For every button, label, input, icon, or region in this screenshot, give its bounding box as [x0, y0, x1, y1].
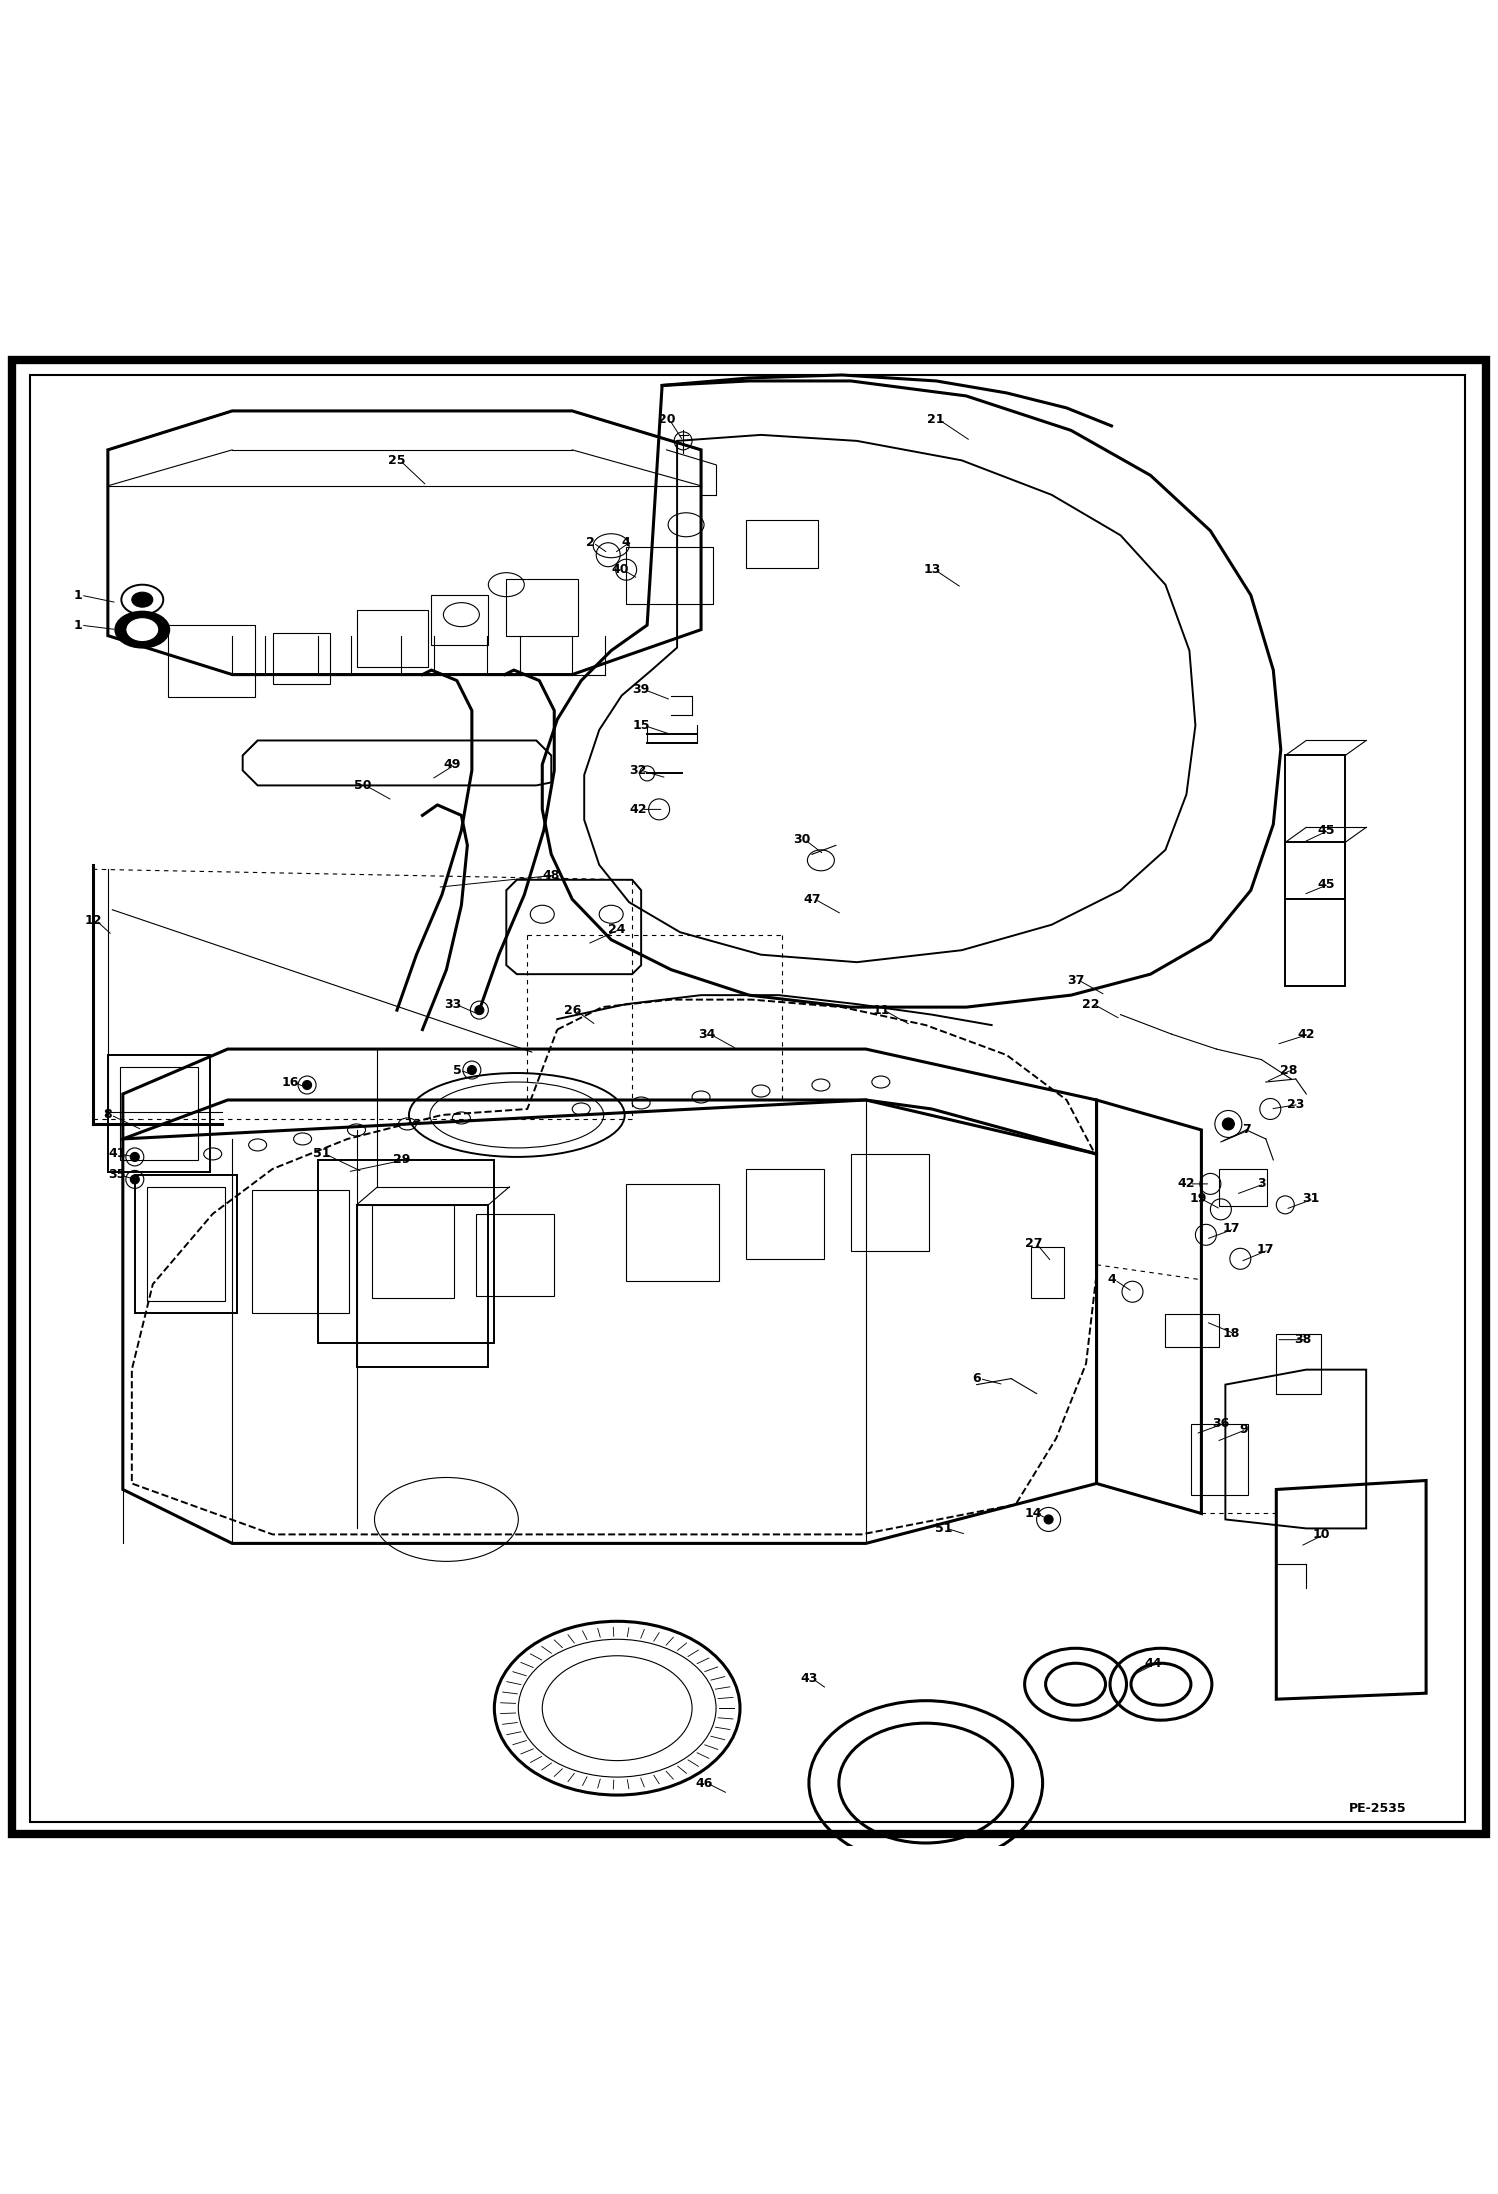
Text: 42: 42 [629, 803, 647, 816]
Text: 22: 22 [1082, 998, 1100, 1011]
Text: 11: 11 [872, 1003, 890, 1016]
Bar [626, 546, 713, 603]
Text: 17: 17 [1257, 1244, 1275, 1257]
Bar [273, 632, 330, 685]
Text: 1: 1 [73, 588, 82, 601]
Bar [252, 1189, 349, 1312]
Text: 48: 48 [542, 869, 560, 882]
Text: 19: 19 [1189, 1191, 1207, 1205]
Text: 31: 31 [1302, 1191, 1320, 1205]
Text: 20: 20 [658, 412, 676, 426]
Text: 9: 9 [1239, 1424, 1248, 1437]
Bar [372, 1205, 454, 1297]
Text: 2: 2 [586, 535, 595, 548]
Bar [357, 1205, 488, 1367]
Text: 26: 26 [563, 1003, 581, 1016]
Text: 47: 47 [803, 893, 821, 906]
Text: 3: 3 [1257, 1178, 1266, 1191]
Text: 28: 28 [1279, 1064, 1297, 1077]
Text: 24: 24 [608, 924, 626, 935]
Ellipse shape [126, 619, 159, 641]
Text: 25: 25 [388, 454, 406, 467]
Bar [746, 520, 818, 568]
Text: 50: 50 [354, 779, 372, 792]
Text: 42: 42 [1297, 1027, 1315, 1040]
Ellipse shape [130, 1176, 139, 1185]
Bar [431, 595, 488, 645]
Text: 29: 29 [392, 1154, 410, 1167]
Bar [135, 1176, 237, 1312]
Text: 1: 1 [73, 619, 82, 632]
Ellipse shape [1044, 1514, 1053, 1525]
Ellipse shape [132, 592, 153, 608]
Text: 13: 13 [923, 564, 941, 577]
Bar [1165, 1314, 1219, 1347]
Text: 39: 39 [632, 682, 650, 695]
Text: 16: 16 [282, 1075, 300, 1088]
Bar [851, 1154, 929, 1251]
Text: 17: 17 [1222, 1222, 1240, 1235]
Bar [1219, 1169, 1267, 1207]
Bar [746, 1169, 824, 1259]
Bar [120, 1066, 198, 1161]
Text: 23: 23 [1287, 1097, 1305, 1110]
Text: 12: 12 [84, 913, 102, 926]
Text: 42: 42 [1177, 1178, 1195, 1191]
Text: 51: 51 [935, 1523, 953, 1536]
Text: 8: 8 [103, 1108, 112, 1121]
Bar [357, 610, 428, 667]
Text: 36: 36 [1212, 1417, 1230, 1430]
Ellipse shape [467, 1066, 476, 1075]
Text: 32: 32 [629, 764, 647, 777]
Text: 45: 45 [1317, 825, 1335, 836]
Ellipse shape [130, 1152, 139, 1161]
Text: 49: 49 [443, 757, 461, 770]
Text: 4: 4 [622, 535, 631, 548]
Text: 40: 40 [611, 564, 629, 577]
Text: 14: 14 [1025, 1507, 1043, 1520]
Text: 4: 4 [1107, 1273, 1116, 1286]
Text: 15: 15 [632, 720, 650, 733]
Text: 21: 21 [927, 412, 945, 426]
Text: 6: 6 [972, 1371, 981, 1384]
Text: 30: 30 [792, 834, 810, 847]
Bar [108, 1055, 210, 1172]
Text: 38: 38 [1294, 1334, 1312, 1347]
Text: 44: 44 [1144, 1656, 1162, 1670]
Bar [1031, 1246, 1064, 1297]
Text: 5: 5 [452, 1064, 461, 1077]
Bar [1276, 1334, 1321, 1393]
Text: 34: 34 [698, 1027, 716, 1040]
Ellipse shape [1222, 1119, 1234, 1130]
Text: 33: 33 [443, 998, 461, 1011]
Text: 45: 45 [1317, 878, 1335, 891]
Text: 51: 51 [313, 1147, 331, 1161]
Bar [506, 579, 578, 636]
Bar [147, 1187, 225, 1301]
Text: 7: 7 [1242, 1123, 1251, 1136]
Bar [626, 1185, 719, 1281]
Text: 35: 35 [108, 1169, 126, 1180]
Text: 37: 37 [1067, 974, 1085, 987]
Text: 41: 41 [108, 1147, 126, 1161]
Text: 46: 46 [695, 1777, 713, 1790]
Text: 18: 18 [1222, 1327, 1240, 1341]
Bar [1191, 1424, 1248, 1496]
Ellipse shape [475, 1005, 484, 1014]
Bar [318, 1161, 494, 1343]
Bar [168, 625, 255, 698]
Ellipse shape [303, 1079, 312, 1090]
Text: 10: 10 [1312, 1527, 1330, 1540]
Ellipse shape [115, 612, 169, 647]
Text: 43: 43 [800, 1672, 818, 1685]
Text: PE-2535: PE-2535 [1350, 1801, 1407, 1814]
Bar [476, 1213, 554, 1297]
Text: 27: 27 [1025, 1237, 1043, 1251]
